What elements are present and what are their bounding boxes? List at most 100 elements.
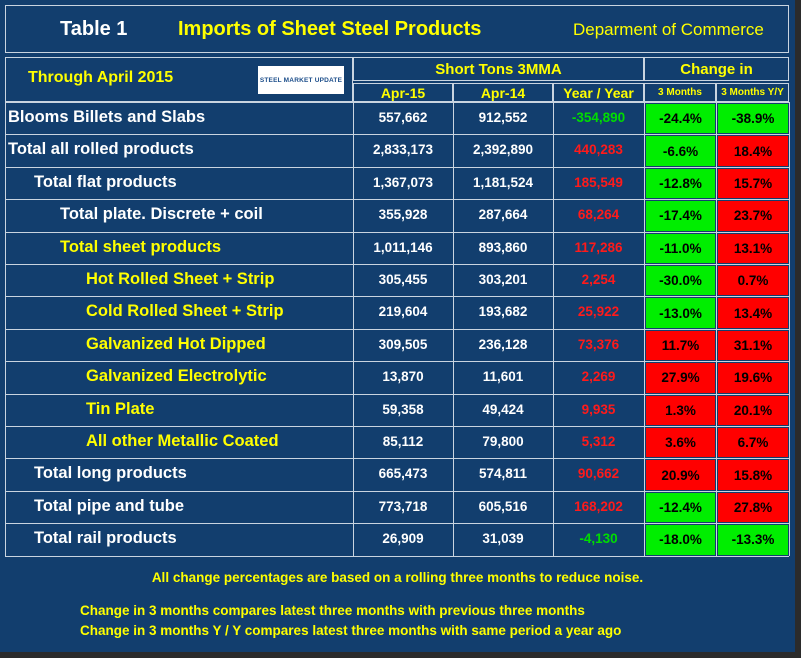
change-3-months: -6.6% xyxy=(645,135,716,167)
column-divider xyxy=(453,231,454,265)
column-divider xyxy=(553,296,554,330)
col-header-year-year: Year / Year xyxy=(553,83,644,102)
column-divider xyxy=(789,426,790,459)
row-label: Galvanized Electrolytic xyxy=(86,367,267,386)
column-divider xyxy=(716,458,717,492)
column-divider xyxy=(644,166,645,200)
change-3-months-yy: 27.8% xyxy=(717,491,789,524)
year-year-value: 73,376 xyxy=(577,336,620,352)
column-divider xyxy=(353,134,354,168)
apr14-value: 31,039 xyxy=(482,531,524,547)
change-3-months: 11.7% xyxy=(645,329,716,362)
apr14-value: 79,800 xyxy=(482,434,524,449)
year-year-value: 440,283 xyxy=(574,142,623,158)
row-label: Cold Rolled Sheet + Strip xyxy=(86,302,284,321)
change-3-months-yy: 13.4% xyxy=(717,297,789,329)
column-divider xyxy=(453,426,454,459)
change-3-months-yy: 15.8% xyxy=(717,459,789,491)
change-3-months: -24.4% xyxy=(645,103,716,135)
column-divider xyxy=(353,199,354,233)
column-divider xyxy=(353,490,354,524)
column-divider xyxy=(353,393,354,427)
apr15-value: 773,718 xyxy=(378,498,428,514)
change-3-months-yy: 15.7% xyxy=(717,167,789,200)
logo-text: STEEL MARKET UPDATE xyxy=(259,76,343,84)
year-year-value: 68,264 xyxy=(577,207,620,223)
column-divider xyxy=(789,134,790,168)
column-divider xyxy=(644,264,645,297)
apr14-value: 2,392,890 xyxy=(472,142,534,158)
column-divider xyxy=(789,166,790,200)
apr14-value: 1,181,524 xyxy=(472,174,534,190)
row-border xyxy=(5,231,789,265)
column-divider xyxy=(716,523,717,557)
column-divider xyxy=(716,490,717,524)
row-border xyxy=(5,393,789,427)
change-3-months-yy: 19.6% xyxy=(717,362,789,394)
row-label: Total long products xyxy=(34,464,187,483)
row-border xyxy=(5,328,789,362)
year-year-value: 2,269 xyxy=(581,369,616,385)
column-divider xyxy=(716,393,717,427)
row-label: Total pipe and tube xyxy=(34,496,185,515)
change-3-months: 27.9% xyxy=(645,362,716,394)
column-divider xyxy=(5,296,6,330)
apr15-value: 355,928 xyxy=(378,207,428,223)
column-divider xyxy=(789,102,790,135)
column-divider xyxy=(644,361,645,395)
year-year-value: 25,922 xyxy=(577,304,620,320)
column-divider xyxy=(353,166,354,200)
column-divider xyxy=(5,361,6,395)
year-year-value: 90,662 xyxy=(577,466,620,482)
column-divider xyxy=(453,296,454,330)
column-divider xyxy=(789,490,790,524)
group-header-short-tons: Short Tons 3MMA xyxy=(353,57,644,81)
column-divider xyxy=(644,328,645,362)
change-3-months-yy: -13.3% xyxy=(717,524,789,556)
apr15-value: 1,367,073 xyxy=(372,174,434,190)
row-border xyxy=(5,458,789,491)
col-header-3-months: 3 Months xyxy=(644,83,716,102)
column-divider xyxy=(5,458,6,492)
column-divider xyxy=(453,458,454,492)
column-divider xyxy=(716,361,717,395)
row-label: Total sheet products xyxy=(60,237,222,256)
row-label: Hot Rolled Sheet + Strip xyxy=(86,270,275,288)
column-divider xyxy=(553,523,554,557)
column-divider xyxy=(553,490,554,524)
row-label: Total rail products xyxy=(34,529,177,548)
column-divider xyxy=(353,264,354,297)
apr15-value: 85,112 xyxy=(382,434,424,449)
change-3-months-yy: -38.9% xyxy=(717,103,789,135)
column-divider xyxy=(553,361,554,395)
column-divider xyxy=(453,166,454,200)
change-3-months: -12.4% xyxy=(645,491,716,524)
row-border xyxy=(5,523,789,556)
column-divider xyxy=(553,166,554,200)
column-divider xyxy=(644,490,645,524)
column-divider xyxy=(5,393,6,427)
through-cell xyxy=(5,57,353,102)
column-divider xyxy=(5,199,6,233)
column-divider xyxy=(553,458,554,492)
column-divider xyxy=(644,102,645,135)
column-divider xyxy=(644,296,645,330)
apr14-value: 49,424 xyxy=(482,401,524,417)
change-3-months: -12.8% xyxy=(645,167,716,200)
column-divider xyxy=(716,328,717,362)
apr14-value: 574,811 xyxy=(478,466,528,482)
year-year-value: -354,890 xyxy=(571,110,626,125)
apr15-value: 1,011,146 xyxy=(373,239,433,255)
column-divider xyxy=(5,490,6,524)
column-divider xyxy=(453,134,454,168)
column-divider xyxy=(644,426,645,459)
apr14-value: 303,201 xyxy=(478,272,528,287)
column-divider xyxy=(553,102,554,135)
col-header-3-months-yy: 3 Months Y/Y xyxy=(716,83,789,102)
apr15-value: 26,909 xyxy=(382,531,424,547)
col-header-apr15: Apr-15 xyxy=(353,83,453,102)
apr14-value: 912,552 xyxy=(478,110,528,125)
change-3-months: -18.0% xyxy=(645,524,716,556)
note-rolling: All change percentages are based on a ro… xyxy=(151,570,644,585)
